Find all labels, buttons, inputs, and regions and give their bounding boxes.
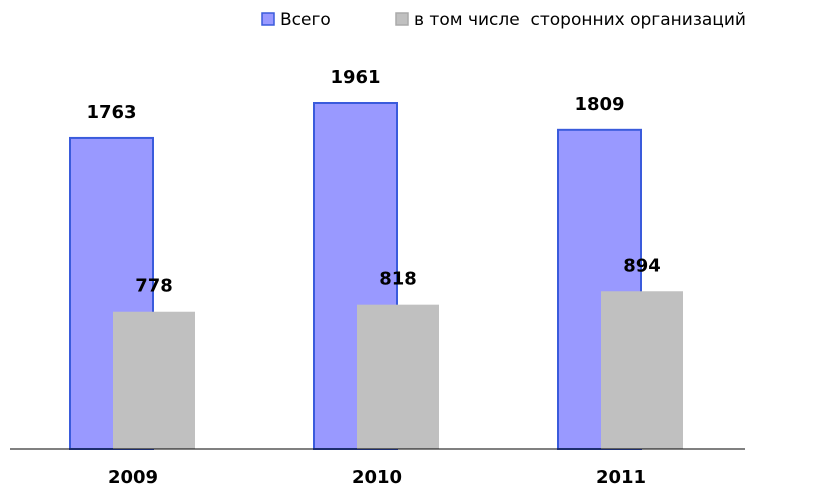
bar [601,291,683,449]
data-label: 778 [135,276,173,297]
bar [113,311,195,449]
data-label: 818 [379,269,417,290]
data-label: 1809 [574,94,624,115]
legend-swatch [261,12,275,26]
legend-label: Всего [280,10,331,30]
legend-label: в том числе сторонних организаций [414,10,746,30]
x-tick-label: 2010 [352,467,402,488]
data-label: 1763 [86,102,136,123]
bar [357,304,439,449]
data-label: 1961 [330,67,380,88]
legend-swatch [395,12,409,26]
data-label: 894 [623,255,661,276]
x-tick-label: 2011 [596,467,646,488]
x-tick-label: 2009 [108,467,158,488]
